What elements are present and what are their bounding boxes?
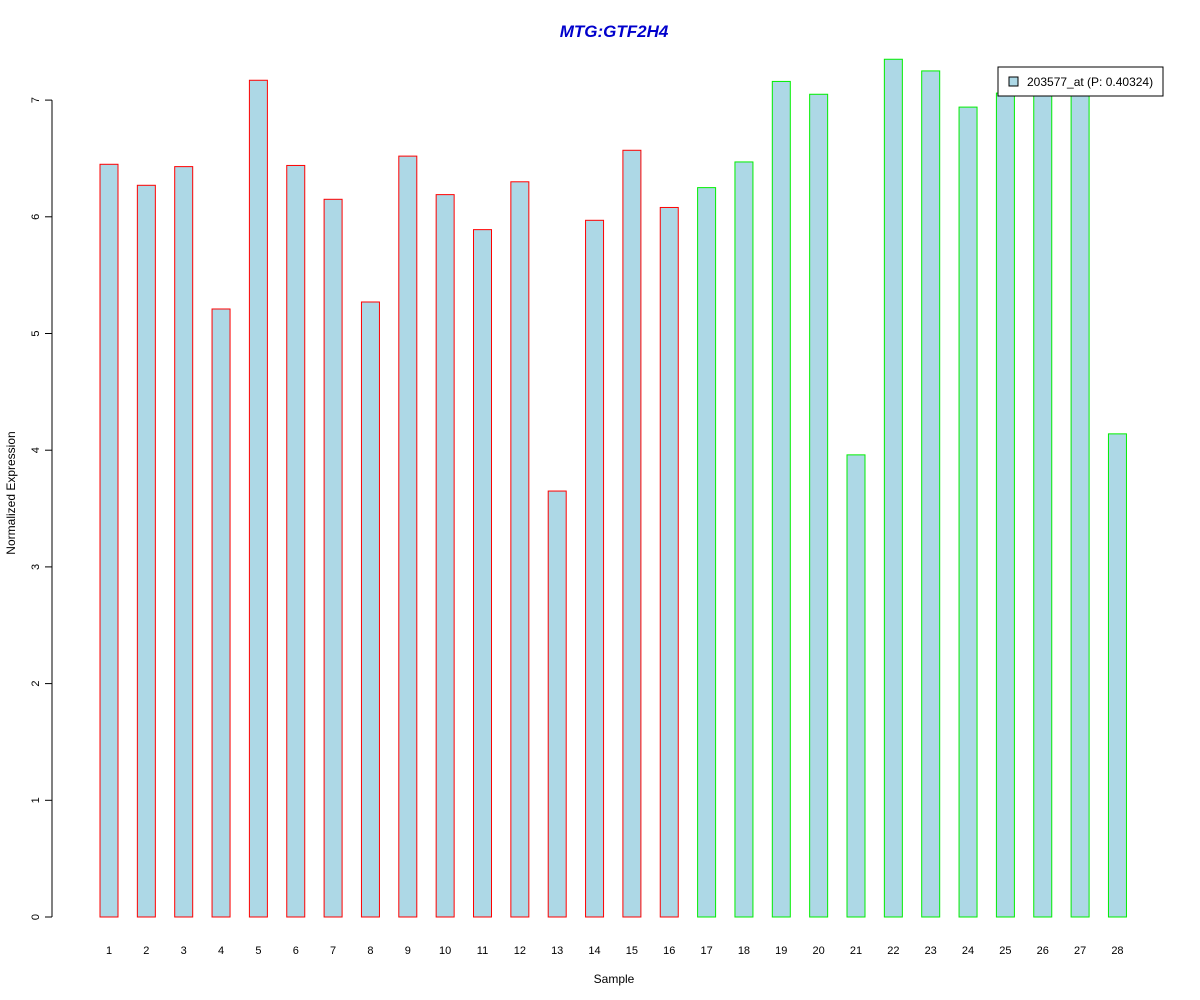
bar-sample-17 [697, 187, 717, 918]
bar-sample-15 [622, 149, 642, 918]
x-axis-label: Sample [594, 972, 635, 986]
bar-sample-14 [585, 219, 605, 918]
x-tick-label: 12 [514, 945, 526, 957]
x-tick-label: 19 [775, 945, 787, 957]
bar-sample-7 [323, 198, 343, 918]
x-tick-label: 28 [1111, 945, 1123, 957]
x-tick-label: 6 [293, 945, 299, 957]
y-axis-label: Normalized Expression [4, 431, 18, 554]
x-tick-label: 8 [367, 945, 373, 957]
bar-sample-8 [360, 301, 380, 918]
y-tick-label: 0 [30, 914, 42, 920]
x-tick-label: 4 [218, 945, 224, 957]
x-tick-label: 10 [439, 945, 451, 957]
bar-sample-21 [846, 454, 866, 918]
legend-label: 203577_at (P: 0.40324) [1027, 75, 1153, 89]
x-tick-label: 14 [588, 945, 600, 957]
x-tick-label: 26 [1037, 945, 1049, 957]
x-tick-label: 18 [738, 945, 750, 957]
bar-sample-24 [958, 106, 978, 918]
y-tick-label: 6 [30, 214, 42, 220]
bar-sample-11 [473, 229, 492, 918]
bars-group [99, 58, 1127, 918]
chart-title: MTG:GTF2H4 [560, 22, 669, 41]
x-tick-label: 3 [181, 945, 187, 957]
bar-sample-4 [211, 308, 231, 918]
x-tick-label: 9 [405, 945, 411, 957]
x-tick-label: 25 [999, 945, 1011, 957]
bar-sample-20 [809, 93, 829, 918]
x-tick-label: 17 [700, 945, 712, 957]
bar-sample-1 [99, 163, 119, 918]
y-axis: 0 1 2 3 4 5 6 7 [30, 97, 53, 920]
bar-sample-22 [883, 58, 903, 918]
bar-sample-27 [1070, 93, 1090, 918]
x-tick-label: 27 [1074, 945, 1086, 957]
bar-sample-12 [510, 181, 530, 918]
bar-sample-28 [1107, 433, 1127, 918]
x-tick-label: 16 [663, 945, 675, 957]
bar-sample-3 [174, 166, 194, 918]
bar-sample-9 [398, 155, 418, 918]
x-tick-label: 23 [925, 945, 937, 957]
bar-sample-6 [286, 164, 306, 918]
x-tick-label: 1 [106, 945, 112, 957]
bar-sample-23 [921, 70, 941, 918]
x-tick-label: 20 [813, 945, 825, 957]
x-tick-label: 24 [962, 945, 974, 957]
x-tick-label: 21 [850, 945, 862, 957]
x-axis: 1 2 3 4 5 6 7 8 9 10 11 12 13 14 15 16 17 18 19 20 21 22 23 24 2… [106, 945, 1124, 957]
x-tick-label: 13 [551, 945, 563, 957]
y-tick-label: 5 [30, 330, 42, 336]
bar-sample-13 [547, 490, 567, 918]
bar-sample-25 [995, 92, 1015, 918]
bar-sample-2 [136, 184, 156, 918]
bar-sample-16 [659, 206, 679, 918]
y-tick-label: 3 [30, 564, 42, 570]
y-tick-label: 1 [30, 797, 42, 803]
x-tick-label: 22 [887, 945, 899, 957]
bar-sample-5 [248, 79, 268, 918]
x-tick-label: 5 [255, 945, 261, 957]
y-tick-label: 2 [30, 681, 42, 687]
bar-sample-19 [771, 80, 791, 918]
legend-swatch [1008, 76, 1019, 87]
x-tick-label: 11 [477, 945, 488, 957]
legend-box [997, 66, 1164, 97]
legend: 203577_at (P: 0.40324) [997, 66, 1164, 97]
bar-sample-18 [734, 161, 754, 918]
x-tick-label: 2 [143, 945, 149, 957]
x-tick-label: 7 [330, 945, 336, 957]
y-tick-label: 4 [30, 447, 42, 453]
bar-sample-10 [435, 194, 455, 918]
y-tick-label: 7 [30, 97, 42, 103]
bar-sample-26 [1033, 93, 1053, 918]
x-tick-label: 15 [626, 945, 638, 957]
